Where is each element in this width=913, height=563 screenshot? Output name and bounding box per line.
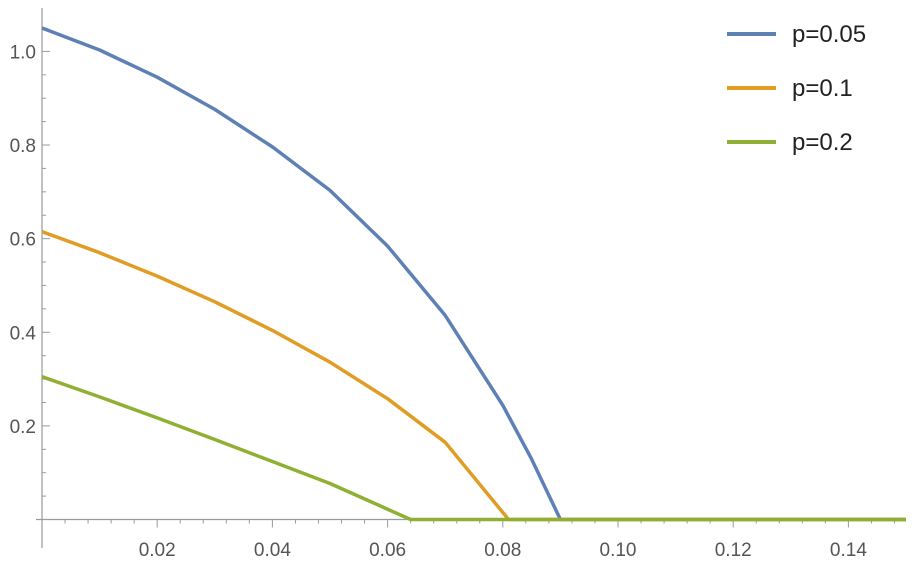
x-tick-label: 0.04 [254,540,291,561]
y-tick-label: 0.8 [10,136,36,157]
y-tick-label: 0.2 [10,417,36,438]
x-tick-label: 0.08 [484,540,521,561]
y-tick-label: 0.6 [10,230,36,251]
series-line-3 [41,375,906,522]
y-tick-label: 1.0 [10,42,36,63]
series-line-2 [41,229,906,522]
legend-label: p=0.2 [792,129,853,156]
y-tick-label: 0.4 [10,323,37,344]
x-tick-label: 0.02 [139,540,176,561]
x-tick-label: 0.12 [715,540,752,561]
x-tick-label: 0.10 [600,540,637,561]
series-line-1 [41,26,906,522]
series-lines [41,26,906,522]
legend-label: p=0.05 [792,21,866,48]
axis-ticks [42,27,895,528]
legend-label: p=0.1 [792,75,853,102]
x-tick-label: 0.14 [830,540,867,561]
x-tick-label: 0.06 [369,540,406,561]
tick-labels: 0.02 0.04 0.06 0.08 0.10 0.12 0.14 0.2 0.4 0.6 0.8… [10,42,868,561]
legend: p=0.05 p=0.1 p=0.2 [727,21,866,156]
